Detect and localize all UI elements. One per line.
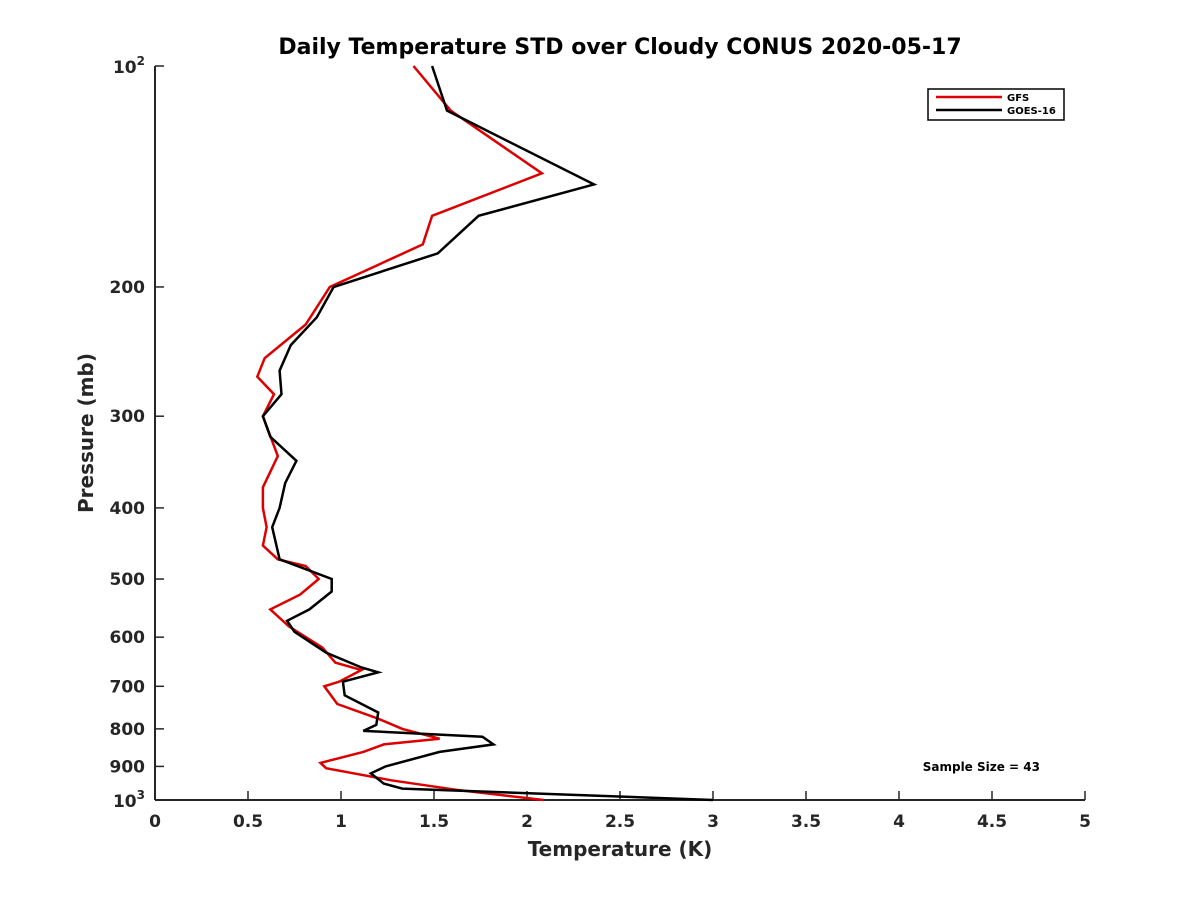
chart-title: Daily Temperature STD over Cloudy CONUS … — [278, 35, 961, 60]
y-tick-label: 500 — [110, 570, 146, 590]
x-ticks: 0 0.5 1 1.5 2 2.5 3 3.5 4 4.5 5 — [149, 791, 1091, 832]
y-tick-exponent: 2 — [137, 54, 145, 68]
y-tick-label: 700 — [110, 677, 146, 697]
x-tick-label: 3.5 — [791, 812, 821, 832]
x-tick-label: 0 — [149, 812, 161, 832]
y-tick-exponent: 3 — [137, 788, 145, 802]
legend-box — [927, 88, 1065, 121]
y-tick-base: 10 — [113, 58, 137, 78]
y-tick-label: 102 — [113, 54, 145, 78]
x-tick-label: 0.5 — [233, 812, 263, 832]
x-tick-label: 3 — [707, 812, 719, 832]
y-axis-label: Pressure (mb) — [74, 353, 98, 513]
x-tick-label: 5 — [1079, 812, 1091, 832]
legend: GFS GOES-16 — [927, 88, 1065, 121]
y-tick-label: 300 — [110, 407, 146, 427]
y-tick-label: 800 — [110, 720, 146, 740]
x-tick-label: 4 — [893, 812, 905, 832]
series-line-gfs — [255, 65, 545, 802]
y-tick-label: 200 — [110, 278, 146, 298]
series-line-goes16 — [261, 65, 714, 802]
legend-label-goes16: GOES-16 — [1007, 106, 1056, 117]
sample-size-annotation: Sample Size = 43 — [923, 760, 1040, 774]
x-tick-label: 4.5 — [977, 812, 1007, 832]
y-tick-base: 10 — [113, 792, 137, 812]
series-layer — [255, 65, 714, 802]
y-tick-label: 900 — [110, 757, 146, 777]
x-tick-label: 2.5 — [605, 812, 635, 832]
x-tick-label: 2 — [521, 812, 533, 832]
legend-label-gfs: GFS — [1007, 93, 1029, 104]
plot-area — [154, 66, 1085, 801]
y-tick-label: 400 — [110, 499, 146, 519]
y-tick-label: 103 — [113, 788, 145, 812]
x-axis-label: Temperature (K) — [528, 837, 713, 861]
y-tick-label: 600 — [110, 628, 146, 648]
x-tick-label: 1 — [335, 812, 347, 832]
x-tick-label: 1.5 — [419, 812, 449, 832]
